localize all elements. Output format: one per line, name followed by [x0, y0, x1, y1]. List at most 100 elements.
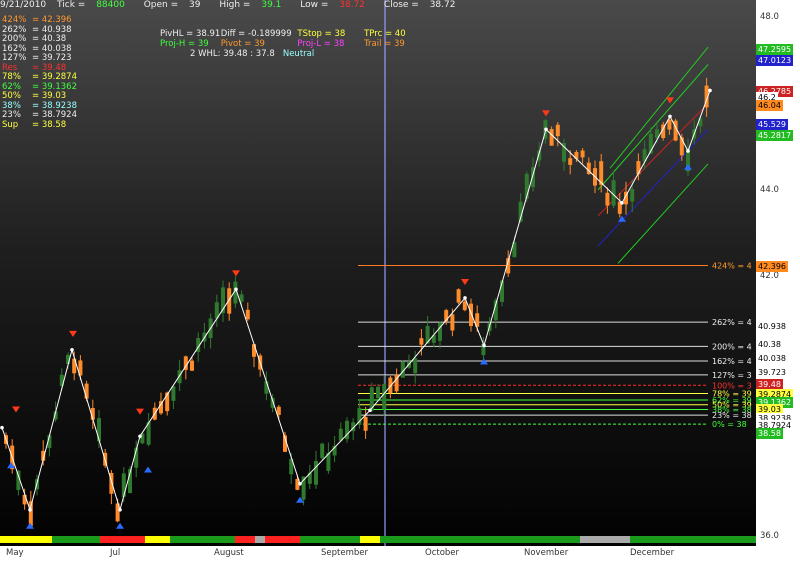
candle-body [555, 124, 560, 137]
fib-level-row: 38% = 38.9238 [2, 101, 77, 112]
fib-level-key: 162% [2, 43, 27, 54]
fib-level-value: = 38.7924 [32, 110, 77, 120]
candle-body [431, 335, 436, 343]
fib-level-key: 50% [2, 91, 21, 101]
zigzag-point [620, 201, 624, 205]
candle-body [673, 120, 678, 141]
candle-body [314, 460, 318, 485]
candle-body [47, 435, 52, 449]
fib-level-row: 200% = 40.38 [2, 34, 77, 45]
fib-level-key: 78% [2, 72, 21, 82]
price-tick-label: 36.0 [760, 530, 779, 541]
fib-level-row: 424% = 42.396 [2, 15, 77, 26]
candle-body [456, 289, 461, 303]
candle-body [500, 280, 504, 302]
fib-level-value: = 40.38 [32, 34, 67, 44]
sell-arrow [666, 97, 674, 104]
price-tick-label: 44.0 [760, 184, 779, 195]
candle-body [617, 201, 622, 214]
status-band-segment [145, 536, 170, 543]
month-label: November [524, 548, 569, 558]
candle-body [97, 418, 101, 442]
fib-level-row: 127% = 39.723 [2, 53, 77, 64]
channel-line [617, 163, 709, 264]
fib-level-key: Res [2, 62, 18, 73]
candle-body [506, 258, 511, 274]
price-chart[interactable]: 424% = 4 262% = 4 200% = 4 162% = 4 127% = 3… [0, 0, 756, 546]
buy-arrow [296, 496, 304, 503]
sell-arrow [461, 278, 469, 285]
candle-body [661, 124, 666, 139]
candle-body [667, 119, 672, 130]
price-marker-label: 38.9238 [756, 412, 794, 424]
status-band-segment [52, 536, 100, 543]
candle-body [648, 133, 653, 154]
candle-body [586, 162, 591, 175]
zigzag-point [70, 348, 74, 352]
zigzag-point [544, 127, 548, 132]
status-band-segment [255, 536, 265, 543]
quote-low: Low = 38.72 [300, 0, 366, 10]
fib-level-value: = 39.03 [32, 91, 67, 101]
candle-body [419, 338, 424, 345]
candle-body [72, 358, 77, 374]
price-axis[interactable]: 48.046.044.042.036.047.259547.012346.278… [756, 0, 800, 564]
candle-body [289, 458, 294, 475]
fib-level-key: 23% [2, 110, 21, 120]
candle-body [345, 420, 349, 440]
fib-level-value: = 39.1362 [32, 81, 77, 92]
quote-header: 9/21/2010 Tick = 88400 Open = 39 High = … [0, 0, 740, 13]
candle-body [636, 161, 641, 175]
candle-body [134, 447, 139, 468]
projh-readout: Proj-H = 39 [160, 39, 209, 49]
zigzag-point [234, 287, 238, 292]
quote-high: High = 39.1 [219, 0, 282, 10]
candle-body [22, 494, 27, 505]
candle-body [698, 118, 703, 127]
fib-level-row: 162% = 40.038 [2, 43, 77, 55]
candle-body [159, 401, 163, 414]
zigzag-line [1, 90, 711, 512]
fib-level-row: Res = 39.48 [2, 62, 77, 74]
price-marker-label: 39.03 [756, 404, 783, 416]
fib-level-value: = 39.2874 [32, 72, 77, 82]
quote-date: 9/21/2010 [0, 0, 47, 10]
candle-body [642, 149, 647, 162]
pivot-readout: Pivot = 39 [220, 39, 265, 49]
candle-body [475, 313, 480, 327]
fib-level-label: 38% = 38 [712, 405, 752, 414]
fib-level-row: 62% = 39.1362 [2, 81, 77, 93]
zigzag-point [0, 425, 4, 430]
fib-level-row: 262% = 40.938 [2, 25, 77, 36]
candle-body [332, 445, 337, 456]
trail-readout: Trail = 39 [364, 39, 405, 49]
month-label: December [630, 548, 675, 558]
candle-body [704, 85, 709, 108]
candle-body [425, 325, 430, 344]
price-marker-label: 39.1362 [756, 396, 794, 408]
buy-arrow [480, 358, 488, 365]
buy-arrow [7, 462, 15, 469]
candle-body [357, 407, 362, 425]
candle-body [140, 433, 145, 444]
candle-body [524, 173, 529, 199]
sell-arrow [12, 406, 20, 413]
fib-level-row: 23% = 38.7924 [2, 110, 77, 121]
sell-arrow [542, 110, 550, 117]
candle-body [264, 381, 269, 394]
sell-arrow [69, 330, 77, 337]
time-axis[interactable]: May Jul August September October November Dece… [0, 546, 756, 564]
candle-body [394, 374, 399, 392]
candle-body [41, 450, 46, 461]
projl-readout: Proj-L = 38 [297, 39, 345, 49]
month-label: August [214, 548, 244, 558]
fib-level-row: Sup = 38.58 [2, 120, 77, 131]
candle-body [531, 167, 535, 188]
status-band-segment [300, 536, 360, 543]
status-band-segment [0, 536, 52, 543]
candle-body [562, 142, 566, 162]
candle-body [537, 150, 542, 161]
candle-body [580, 150, 585, 158]
fib-level-value: = 42.396 [32, 15, 72, 25]
candle-body [214, 302, 219, 319]
